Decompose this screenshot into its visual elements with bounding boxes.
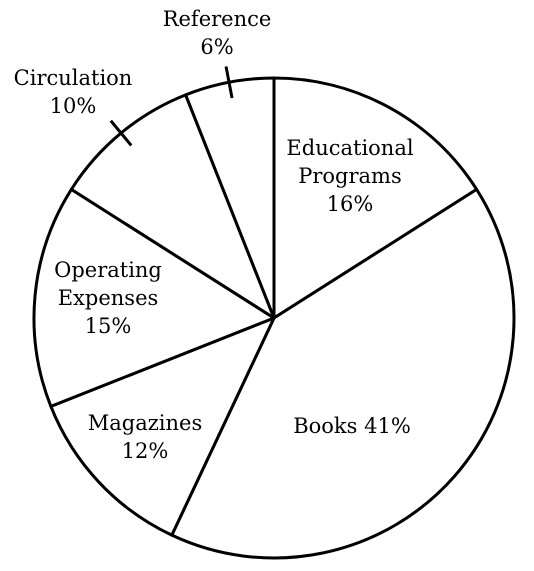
slice-labels: Educational Programs 16% Books 41% Magazines… [14, 7, 414, 463]
slice-label-reference: Reference 6% [163, 7, 272, 59]
slice-label-books: Books 41% [293, 414, 411, 438]
slice-label-line: Books 41% [293, 414, 411, 438]
slice-label-educational-programs: Educational Programs 16% [286, 136, 413, 216]
leader-line-reference [224, 66, 234, 99]
slice-label-circulation: Circulation 10% [14, 66, 133, 118]
pie-slice-operating-expenses [32, 187, 276, 408]
slice-label-line: Programs [298, 164, 402, 188]
slice-label-line: 15% [85, 314, 132, 338]
slice-label-line: 10% [50, 94, 97, 118]
pie-slice-books [170, 187, 516, 560]
pie-slice-magazines [49, 316, 276, 537]
slice-label-line: Educational [286, 136, 413, 160]
slice-label-line: 12% [122, 439, 169, 463]
slice-label-line: Expenses [58, 286, 159, 310]
slice-label-line: Reference [163, 7, 272, 31]
slice-label-line: 16% [327, 192, 374, 216]
pie-slice-educational-programs [272, 76, 479, 320]
slice-label-magazines: Magazines 12% [88, 411, 203, 463]
slice-label-line: 6% [200, 35, 233, 59]
leader-lines [109, 66, 234, 147]
slice-label-line: Operating [54, 258, 162, 282]
slice-label-line: Circulation [14, 66, 133, 90]
slice-label-line: Magazines [88, 411, 203, 435]
slice-label-operating-expenses: Operating Expenses 15% [54, 258, 162, 338]
leader-line-circulation [109, 119, 133, 147]
